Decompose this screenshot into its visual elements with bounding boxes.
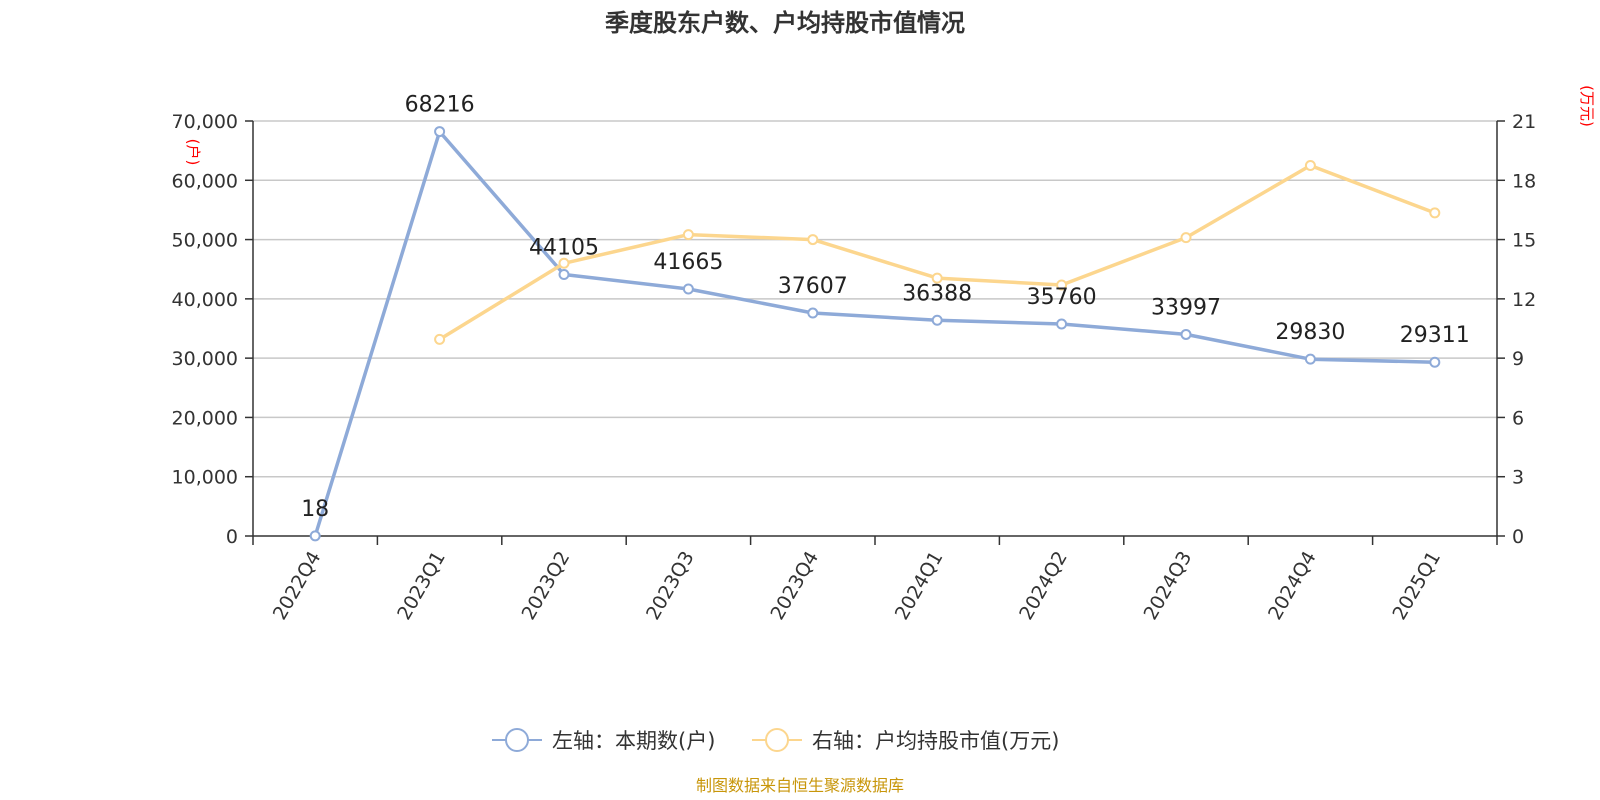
data-labels: 18 68216 44105 41665 37607 36388 35760 33997 298… (301, 93, 1470, 522)
right-tick-label: 3 (1512, 467, 1524, 489)
series-layer (309, 126, 1441, 542)
chart-title: 季度股东户数、户均持股市值情况 (605, 9, 965, 37)
right-tick-label: 6 (1512, 407, 1524, 429)
x-tick-label: 2024Q4 (1264, 548, 1321, 624)
right-tick-label: 0 (1512, 526, 1524, 548)
right-tick-label: 18 (1512, 170, 1536, 192)
left-tick-label: 50,000 (172, 230, 238, 252)
legend-label: 右轴：户均持股市值(万元) (812, 729, 1059, 753)
x-tick-label: 2022Q4 (269, 548, 326, 624)
data-point-right (1180, 232, 1192, 244)
right-axis-unit: (万元) (1578, 85, 1596, 127)
data-point-right (1056, 279, 1068, 291)
left-tick-label: 70,000 (172, 111, 238, 133)
right-tick-label: 21 (1512, 111, 1536, 133)
x-tick-label: 2024Q3 (1140, 548, 1197, 624)
data-point-left (931, 314, 943, 326)
grid-lines (253, 120, 1497, 478)
x-tick-label: 2023Q2 (518, 548, 575, 624)
series-line-left (313, 129, 1435, 537)
x-tick-label: 2023Q3 (642, 548, 699, 624)
data-point-left (682, 283, 694, 295)
data-point-right (558, 257, 570, 269)
data-point-left (1304, 353, 1316, 365)
left-axis-unit: (户) (184, 139, 202, 166)
left-tick-label: 60,000 (172, 170, 238, 192)
data-label: 41665 (653, 250, 723, 275)
left-tick-label: 30,000 (172, 348, 238, 370)
legend-marker-icon (765, 728, 789, 752)
data-point-right (434, 333, 446, 345)
left-tick-label: 10,000 (172, 467, 238, 489)
data-point-right (1429, 207, 1441, 219)
data-point-left (309, 530, 321, 542)
legend-label: 左轴：本期数(户) (552, 729, 715, 753)
left-tick-label: 20,000 (172, 407, 238, 429)
x-tick-label: 2025Q1 (1388, 548, 1445, 624)
data-label: 36388 (902, 281, 972, 306)
data-label: 33997 (1151, 295, 1221, 320)
data-point-right (807, 234, 819, 246)
data-label: 29311 (1400, 323, 1470, 348)
data-label: 29830 (1275, 320, 1345, 345)
data-point-left (1056, 318, 1068, 330)
data-label: 37607 (778, 274, 848, 299)
data-point-left (1429, 356, 1441, 368)
data-label: 44105 (529, 236, 599, 261)
right-tick-label: 12 (1512, 289, 1536, 311)
data-label: 18 (301, 497, 329, 522)
data-point-left (807, 307, 819, 319)
left-tick-label: 0 (226, 526, 238, 548)
x-tick-label: 2024Q2 (1015, 548, 1072, 624)
data-label: 68216 (405, 93, 475, 118)
legend[interactable]: 左轴：本期数(户) 右轴：户均持股市值(万元) (492, 728, 1059, 753)
x-tick-label: 2024Q1 (891, 548, 948, 624)
legend-marker-icon (505, 728, 529, 752)
x-tick-label: 2023Q4 (766, 548, 823, 624)
right-tick-label: 15 (1512, 230, 1536, 252)
x-tick-label: 2023Q1 (393, 548, 450, 624)
legend-item-1[interactable]: 右轴：户均持股市值(万元) (752, 728, 1059, 753)
left-tick-label: 40,000 (172, 289, 238, 311)
data-point-right (931, 272, 943, 284)
right-tick-label: 9 (1512, 348, 1524, 370)
data-point-left (558, 269, 570, 281)
source-note: 制图数据来自恒生聚源数据库 (696, 776, 904, 795)
axes: 0 10,000 20,000 30,000 40,000 50,000 60,000 70,… (172, 111, 1537, 624)
data-point-left (434, 126, 446, 138)
data-label: 35760 (1027, 285, 1097, 310)
legend-item-0[interactable]: 左轴：本期数(户) (492, 728, 715, 753)
data-point-left (1180, 328, 1192, 340)
data-point-right (682, 229, 694, 241)
data-point-right (1304, 159, 1316, 171)
